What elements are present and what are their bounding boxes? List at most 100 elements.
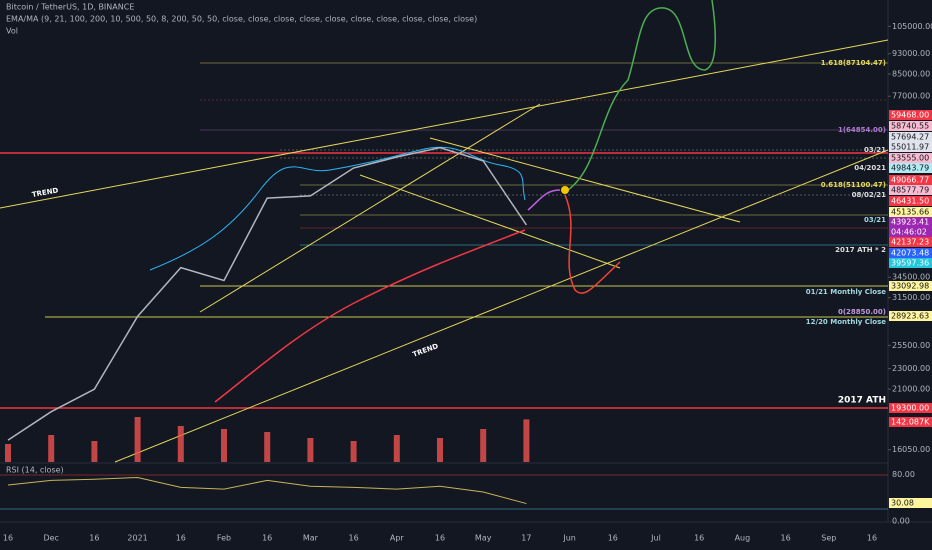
- x-tick-label: 2021: [127, 534, 147, 543]
- volume-bar: [480, 429, 487, 462]
- price-label: 142.087K: [891, 418, 930, 427]
- annotation: 1(64854.00): [838, 126, 886, 134]
- price-label-box: [889, 132, 932, 142]
- x-tick-label: Jun: [562, 534, 576, 543]
- bull-projection: [564, 0, 716, 193]
- price-label: 19300.00: [891, 404, 929, 413]
- volume-label: Vol: [6, 27, 18, 36]
- price-label: 42073.48: [891, 249, 929, 258]
- price-label: 57694.27: [891, 133, 929, 142]
- volume-bar: [48, 435, 55, 462]
- annotation: 2017 ATH: [838, 396, 886, 406]
- price-label-box: [889, 163, 932, 173]
- price-label-box: [889, 185, 932, 195]
- price-label: 45135.66: [891, 208, 929, 217]
- annotation: 0.618(51100.47): [821, 181, 886, 189]
- annotation: 12/20 Monthly Close: [806, 318, 886, 326]
- price-label-box: [889, 417, 932, 427]
- volume-bar: [177, 426, 184, 462]
- ema-line: [149, 146, 526, 271]
- x-tick-label: 16: [176, 534, 186, 543]
- volume-bar: [264, 432, 271, 462]
- price-label-box: [889, 121, 932, 131]
- annotation: 03/21: [864, 146, 886, 154]
- price-label: 49843.79: [891, 164, 929, 173]
- price-label-box: [889, 237, 932, 247]
- annotation: 04/2021: [854, 164, 886, 172]
- price-label-box: [889, 142, 932, 152]
- price-label-box: [889, 227, 932, 237]
- y-tick-label: 77000.00: [892, 92, 930, 101]
- price-label-box: [889, 281, 932, 291]
- price-label: 28923.63: [891, 312, 929, 321]
- price-label: 39597.36: [891, 259, 929, 268]
- price-label-box: [889, 153, 932, 163]
- volume-bar: [134, 417, 141, 462]
- x-tick-label: Sep: [821, 534, 836, 543]
- x-tick-label: 16: [608, 534, 618, 543]
- x-tick-label: Aug: [735, 534, 751, 543]
- y-tick-label: 105000.00: [892, 22, 932, 31]
- channel-line: [429, 137, 741, 223]
- indicator-label: EMA/MA (9, 21, 100, 200, 10, 500, 50, 8,…: [6, 15, 477, 24]
- volume-bar: [221, 429, 227, 462]
- purple-projection: [527, 189, 561, 211]
- x-tick-label: 16: [262, 534, 272, 543]
- bear-projection: [564, 194, 621, 294]
- x-tick-label: 16: [867, 534, 877, 543]
- price-label: 43923.41: [891, 218, 929, 227]
- y-tick-label: 25500.00: [892, 341, 930, 350]
- volume-bar: [307, 438, 314, 462]
- y-tick-label: 31500.00: [892, 293, 930, 302]
- price-label-box: [889, 196, 932, 206]
- rsi-line: [7, 476, 527, 505]
- volume-bar: [437, 438, 443, 462]
- y-tick-label: 16050.00: [892, 445, 930, 454]
- price-label: 48577.79: [891, 186, 929, 195]
- price-label-box: [889, 403, 932, 413]
- annotation: 03/21: [864, 216, 886, 224]
- x-tick-label: 16: [694, 534, 704, 543]
- question-icon: [561, 186, 569, 194]
- price-label: 04:46:02: [891, 228, 927, 237]
- x-tick-label: 16: [89, 534, 99, 543]
- x-tick-label: Mar: [303, 534, 319, 543]
- price-label: 58740.55: [891, 122, 929, 131]
- price-label: 49066.77: [891, 176, 929, 185]
- x-tick-label: 16: [435, 534, 445, 543]
- x-tick-label: 16: [781, 534, 791, 543]
- volume-bar: [5, 444, 11, 462]
- volume-bar: [523, 419, 530, 462]
- x-tick-label: Feb: [217, 534, 231, 543]
- rsi-label: RSI (14, close): [6, 466, 64, 475]
- y-tick-label: 21000.00: [892, 385, 930, 394]
- price-label: 55011.97: [891, 143, 929, 152]
- price-label: 33092.98: [891, 282, 929, 291]
- x-tick-label: Jul: [650, 534, 661, 543]
- y-tick-label: 85000.00: [892, 69, 930, 78]
- annotation: 1.618(87104.47): [821, 59, 886, 67]
- price-label: 46431.50: [891, 197, 929, 206]
- price-label-box: [889, 258, 932, 268]
- price-label: 59468.00: [891, 111, 929, 120]
- price-label-box: [889, 311, 932, 321]
- channel-line: [359, 174, 621, 269]
- rsi-tick-label: 0.00: [892, 517, 910, 526]
- ma-line: [214, 229, 526, 403]
- x-tick-label: Apr: [390, 534, 405, 543]
- rsi-tick-label: 80.00: [892, 470, 915, 479]
- drawings: [0, 0, 889, 510]
- price-label-box: [889, 110, 932, 120]
- x-tick-label: 16: [3, 534, 13, 543]
- channel-line: [199, 103, 541, 313]
- x-tick-label: May: [475, 534, 492, 543]
- trend-line: [0, 39, 889, 209]
- title: Bitcoin / TetherUS, 1D, BINANCE: [6, 3, 134, 12]
- price-line: [7, 146, 528, 441]
- x-tick-label: Dec: [43, 534, 58, 543]
- x-tick-label: 17: [521, 534, 531, 543]
- trend-line: [114, 149, 889, 463]
